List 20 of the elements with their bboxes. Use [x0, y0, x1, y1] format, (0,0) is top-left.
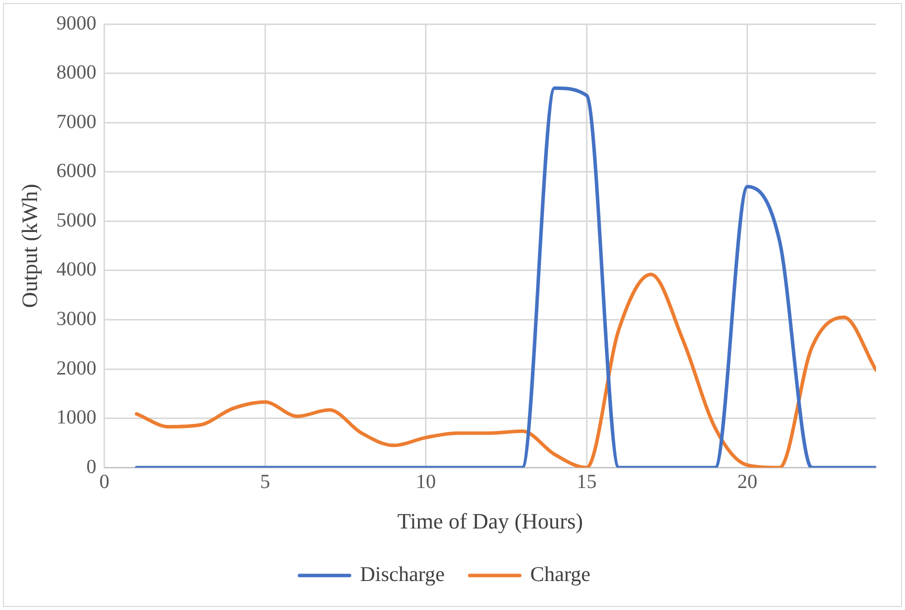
y-tick-label: 3000 — [56, 308, 96, 330]
y-tick-label: 5000 — [56, 209, 96, 232]
x-tick-label: 10 — [416, 470, 436, 493]
y-tick-label: 0 — [86, 456, 96, 478]
x-tick-label: 15 — [576, 470, 597, 493]
y-tick-label: 7000 — [56, 110, 96, 133]
legend-label: Charge — [530, 562, 591, 586]
y-tick-label: 9000 — [56, 12, 96, 34]
line-series — [134, 272, 876, 468]
y-tick-label: 8000 — [56, 62, 96, 84]
y-tick-label: 1000 — [56, 406, 96, 429]
x-axis-title: Time of Day (Hours) — [397, 508, 583, 534]
x-tick-label: 5 — [260, 470, 270, 493]
y-axis-title: Output (kWh) — [16, 184, 42, 308]
y-tick-label: 4000 — [56, 258, 96, 281]
legend-label: Discharge — [360, 562, 445, 586]
y-tick-label: 2000 — [56, 357, 96, 380]
y-tick-label: 6000 — [56, 160, 96, 182]
x-tick-label: 20 — [737, 470, 758, 493]
line-series — [134, 86, 876, 468]
